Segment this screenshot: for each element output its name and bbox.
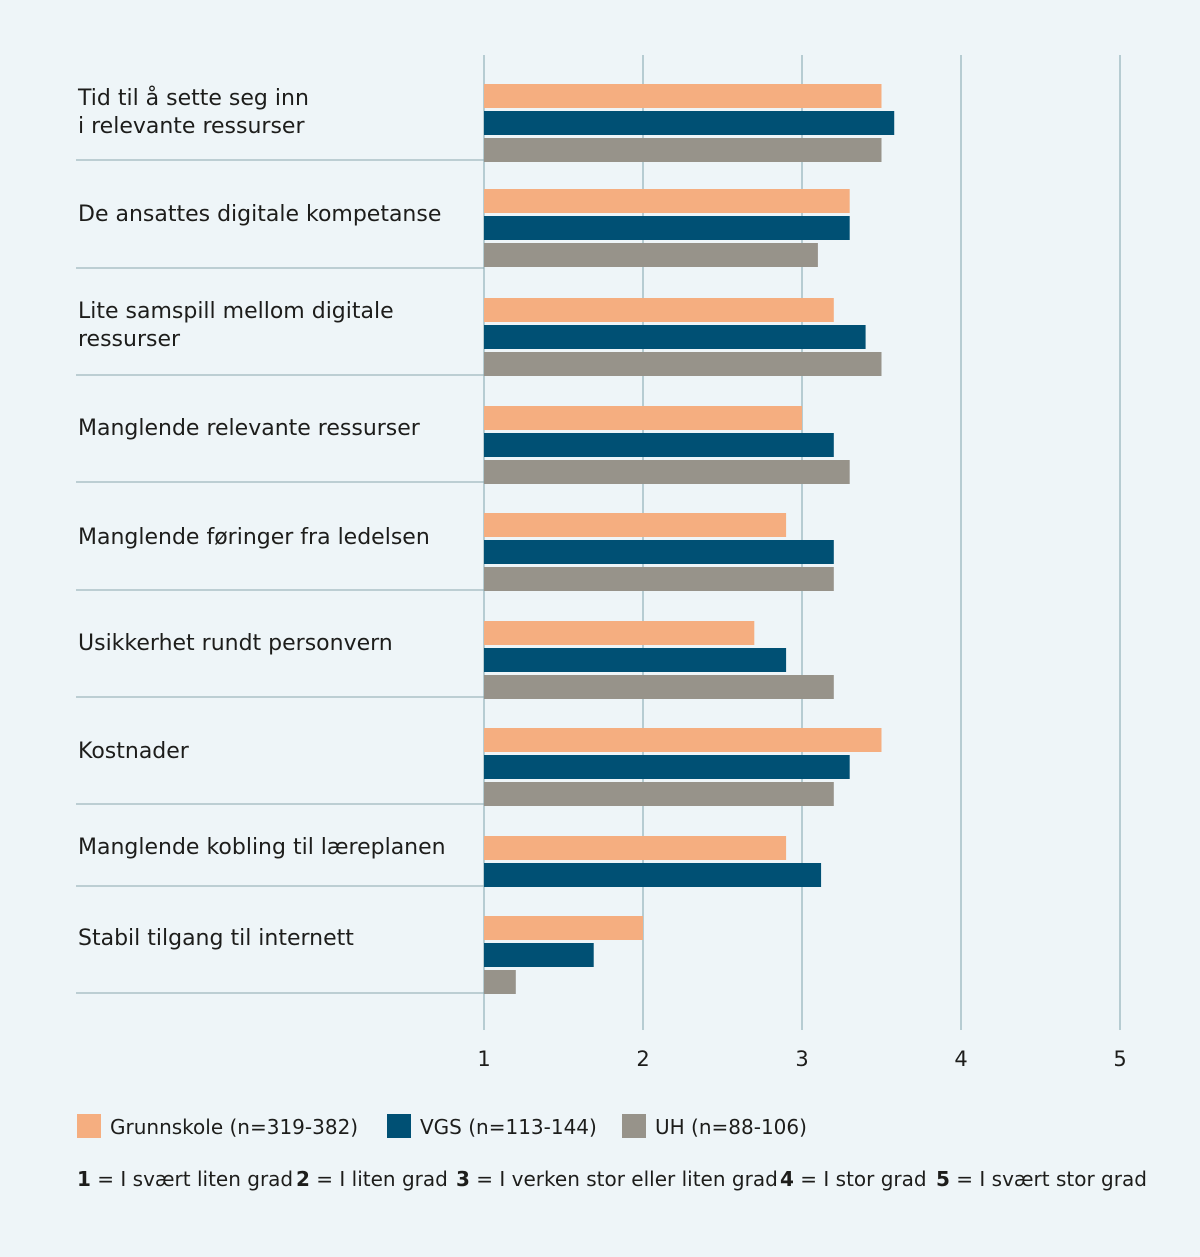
category-separators bbox=[76, 159, 484, 994]
bar bbox=[484, 675, 834, 699]
category-label-line: Lite samspill mellom digitale bbox=[78, 299, 394, 324]
legend: Grunnskole (n=319-382) VGS (n=113-144) UH … bbox=[77, 1114, 807, 1139]
bar bbox=[484, 836, 787, 860]
category-label: Manglende føringer fra ledelsen bbox=[78, 525, 430, 550]
scale-text: = I liten grad bbox=[310, 1167, 448, 1191]
bars bbox=[484, 84, 895, 994]
bar bbox=[484, 567, 834, 591]
x-tick-label: 5 bbox=[1113, 1047, 1126, 1071]
legend-label: VGS (n=113-144) bbox=[420, 1115, 597, 1139]
category-label-line: De ansattes digitale kompetanse bbox=[78, 202, 441, 227]
scale-number: 2 bbox=[296, 1167, 310, 1191]
bar bbox=[484, 916, 643, 940]
category-label-line: i relevante ressurser bbox=[78, 114, 305, 139]
bar bbox=[484, 782, 834, 806]
scale-legend-item: 3 = I verken stor eller liten grad bbox=[456, 1167, 778, 1191]
category-label-line: Tid til å sette seg inn bbox=[77, 85, 309, 111]
category-label-line: ressurser bbox=[78, 327, 181, 352]
bar bbox=[484, 298, 834, 322]
bar bbox=[484, 648, 787, 672]
bar bbox=[484, 216, 850, 240]
category-label: De ansattes digitale kompetanse bbox=[78, 202, 441, 227]
scale-number: 3 bbox=[456, 1167, 470, 1191]
bar bbox=[484, 406, 802, 430]
bar bbox=[484, 84, 882, 108]
category-label-line: Manglende kobling til læreplanen bbox=[78, 835, 446, 860]
bar bbox=[484, 460, 850, 484]
scale-number: 5 bbox=[936, 1167, 950, 1191]
scale-number: 1 bbox=[77, 1167, 91, 1191]
bar bbox=[484, 352, 882, 376]
category-label: Manglende kobling til læreplanen bbox=[78, 835, 446, 860]
category-label: Stabil tilgang til internett bbox=[78, 926, 354, 951]
bar bbox=[484, 943, 594, 967]
category-label-line: Usikkerhet rundt personvern bbox=[78, 631, 393, 656]
scale-text: = I svært liten grad bbox=[91, 1167, 293, 1191]
bar bbox=[484, 243, 818, 267]
scale-legend: 1 = I svært liten grad 2 = I liten grad 3 … bbox=[77, 1167, 1147, 1191]
x-tick-label: 1 bbox=[477, 1047, 490, 1071]
legend-swatch bbox=[622, 1114, 646, 1138]
legend-label: UH (n=88-106) bbox=[655, 1115, 807, 1139]
bar bbox=[484, 189, 850, 213]
category-label-line: Kostnader bbox=[78, 739, 190, 764]
scale-text: = I svært stor grad bbox=[950, 1167, 1147, 1191]
bar bbox=[484, 863, 822, 887]
category-label-line: Stabil tilgang til internett bbox=[78, 926, 354, 951]
x-tick-label: 3 bbox=[795, 1047, 808, 1071]
bar bbox=[484, 540, 834, 564]
scale-legend-item: 2 = I liten grad bbox=[296, 1167, 448, 1191]
x-axis-ticks: 1 2 3 4 5 bbox=[477, 1047, 1126, 1071]
category-label: Tid til å sette seg inn i relevante ressu… bbox=[77, 85, 309, 139]
bar bbox=[484, 728, 882, 752]
category-label-line: Manglende relevante ressurser bbox=[78, 416, 421, 441]
scale-legend-item: 5 = I svært stor grad bbox=[936, 1167, 1147, 1191]
bar bbox=[484, 621, 755, 645]
scale-legend-item: 4 = I stor grad bbox=[780, 1167, 927, 1191]
category-label: Lite samspill mellom digitale ressurser bbox=[78, 299, 394, 352]
category-label: Manglende relevante ressurser bbox=[78, 416, 421, 441]
category-label: Usikkerhet rundt personvern bbox=[78, 631, 393, 656]
bar bbox=[484, 138, 882, 162]
scale-text: = I stor grad bbox=[794, 1167, 927, 1191]
bar bbox=[484, 970, 516, 994]
category-labels: Tid til å sette seg inn i relevante ressu… bbox=[77, 85, 446, 951]
legend-label: Grunnskole (n=319-382) bbox=[110, 1115, 358, 1139]
legend-swatch bbox=[77, 1114, 101, 1138]
scale-text: = I verken stor eller liten grad bbox=[470, 1167, 778, 1191]
legend-swatch bbox=[387, 1114, 411, 1138]
bar bbox=[484, 755, 850, 779]
bar bbox=[484, 433, 834, 457]
scale-number: 4 bbox=[780, 1167, 794, 1191]
bar bbox=[484, 513, 787, 537]
scale-legend-item: 1 = I svært liten grad bbox=[77, 1167, 293, 1191]
x-tick-label: 2 bbox=[636, 1047, 649, 1071]
bar bbox=[484, 111, 895, 135]
bar bbox=[484, 325, 866, 349]
category-label: Kostnader bbox=[78, 739, 190, 764]
x-tick-label: 4 bbox=[954, 1047, 967, 1071]
category-label-line: Manglende føringer fra ledelsen bbox=[78, 525, 430, 550]
